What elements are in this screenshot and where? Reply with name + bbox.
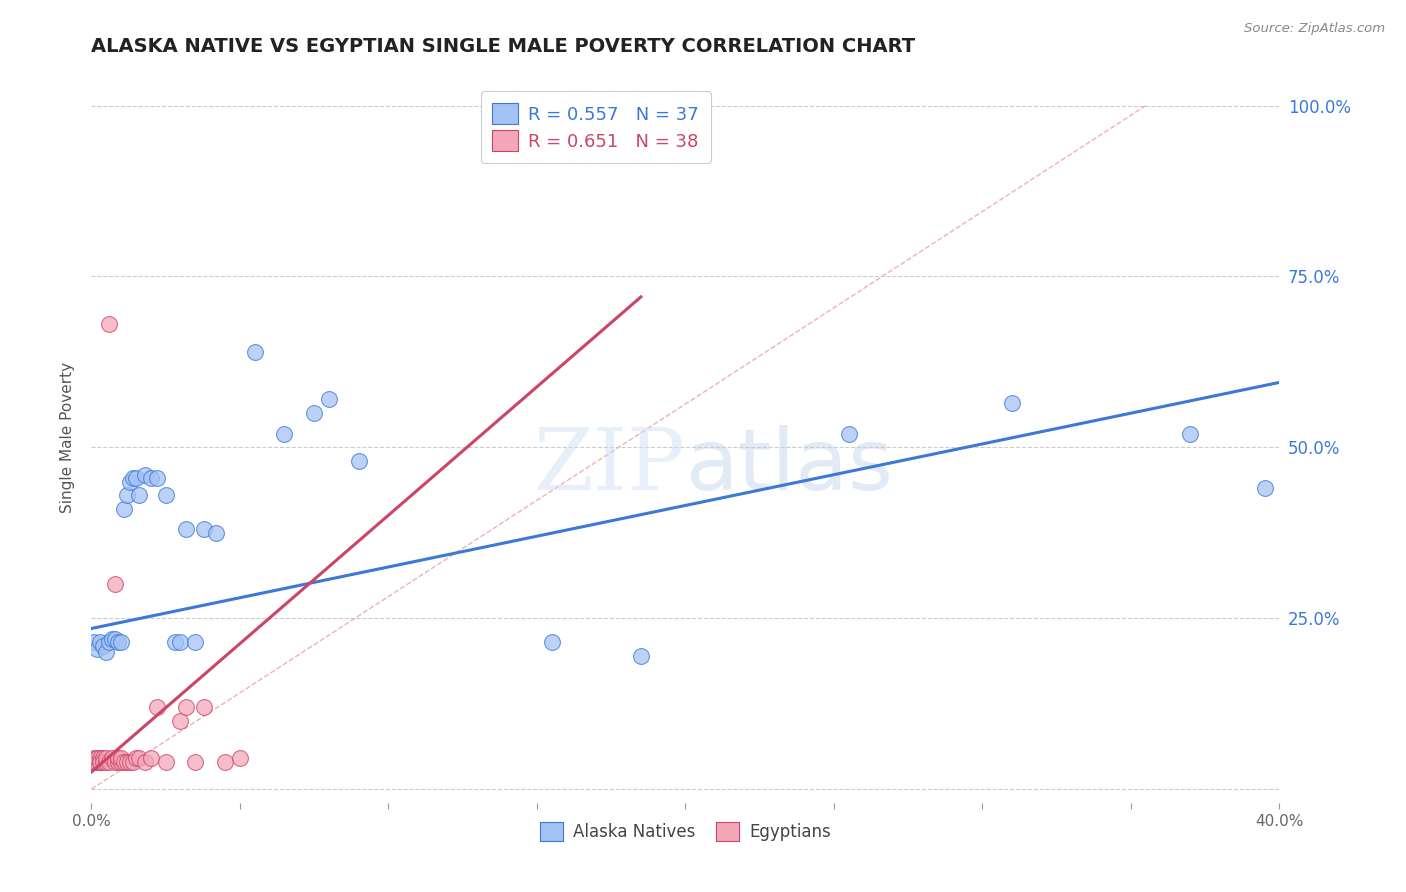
Point bbox=[176, 522, 198, 536]
Point bbox=[107, 751, 129, 765]
Point bbox=[1180, 426, 1202, 441]
Point bbox=[104, 755, 127, 769]
Point bbox=[91, 751, 114, 765]
Point bbox=[86, 642, 108, 657]
Point bbox=[91, 755, 114, 769]
Y-axis label: Single Male Poverty: Single Male Poverty bbox=[60, 361, 76, 513]
Point bbox=[176, 700, 198, 714]
Point bbox=[83, 755, 105, 769]
Point bbox=[89, 755, 111, 769]
Point bbox=[193, 700, 215, 714]
Point bbox=[1253, 481, 1275, 495]
Point bbox=[139, 471, 162, 485]
Point bbox=[112, 501, 135, 516]
Point bbox=[118, 475, 141, 489]
Point bbox=[112, 755, 135, 769]
Text: ALASKA NATIVE VS EGYPTIAN SINGLE MALE POVERTY CORRELATION CHART: ALASKA NATIVE VS EGYPTIAN SINGLE MALE PO… bbox=[91, 37, 915, 56]
Point bbox=[302, 406, 325, 420]
Point bbox=[83, 755, 105, 769]
Point bbox=[134, 467, 156, 482]
Point bbox=[1001, 396, 1024, 410]
Point bbox=[125, 471, 148, 485]
Point bbox=[155, 488, 177, 502]
Point bbox=[83, 635, 105, 649]
Point bbox=[96, 755, 118, 769]
Point bbox=[101, 632, 124, 646]
Point bbox=[122, 471, 145, 485]
Point bbox=[115, 755, 138, 769]
Point bbox=[96, 645, 118, 659]
Point bbox=[115, 488, 138, 502]
Text: atlas: atlas bbox=[685, 425, 893, 508]
Point bbox=[125, 751, 148, 765]
Point bbox=[540, 635, 562, 649]
Point bbox=[110, 635, 132, 649]
Point bbox=[86, 755, 108, 769]
Point bbox=[107, 635, 129, 649]
Point bbox=[139, 751, 162, 765]
Point bbox=[86, 751, 108, 765]
Point bbox=[347, 454, 370, 468]
Point bbox=[184, 755, 207, 769]
Point bbox=[89, 751, 111, 765]
Point bbox=[118, 755, 141, 769]
Point bbox=[83, 751, 105, 765]
Point bbox=[98, 635, 121, 649]
Point bbox=[107, 755, 129, 769]
Point bbox=[89, 755, 111, 769]
Point bbox=[86, 751, 108, 765]
Point bbox=[193, 522, 215, 536]
Point bbox=[128, 751, 150, 765]
Point bbox=[91, 639, 114, 653]
Point bbox=[838, 426, 860, 441]
Point bbox=[89, 635, 111, 649]
Point bbox=[122, 755, 145, 769]
Text: Source: ZipAtlas.com: Source: ZipAtlas.com bbox=[1244, 22, 1385, 36]
Point bbox=[630, 648, 652, 663]
Point bbox=[184, 635, 207, 649]
Point bbox=[205, 525, 228, 540]
Point bbox=[145, 700, 167, 714]
Point bbox=[101, 751, 124, 765]
Point bbox=[134, 755, 156, 769]
Point bbox=[145, 471, 167, 485]
Point bbox=[110, 751, 132, 765]
Point bbox=[104, 632, 127, 646]
Point bbox=[318, 392, 340, 407]
Point bbox=[273, 426, 295, 441]
Point bbox=[104, 577, 127, 591]
Text: ZIP: ZIP bbox=[533, 425, 685, 508]
Point bbox=[96, 751, 118, 765]
Point bbox=[163, 635, 186, 649]
Point bbox=[169, 714, 191, 728]
Point bbox=[243, 344, 266, 359]
Point bbox=[98, 318, 121, 332]
Point bbox=[214, 755, 236, 769]
Legend: Alaska Natives, Egyptians: Alaska Natives, Egyptians bbox=[531, 814, 839, 849]
Point bbox=[110, 755, 132, 769]
Point bbox=[229, 751, 252, 765]
Point bbox=[128, 488, 150, 502]
Point bbox=[169, 635, 191, 649]
Point bbox=[98, 755, 121, 769]
Point bbox=[155, 755, 177, 769]
